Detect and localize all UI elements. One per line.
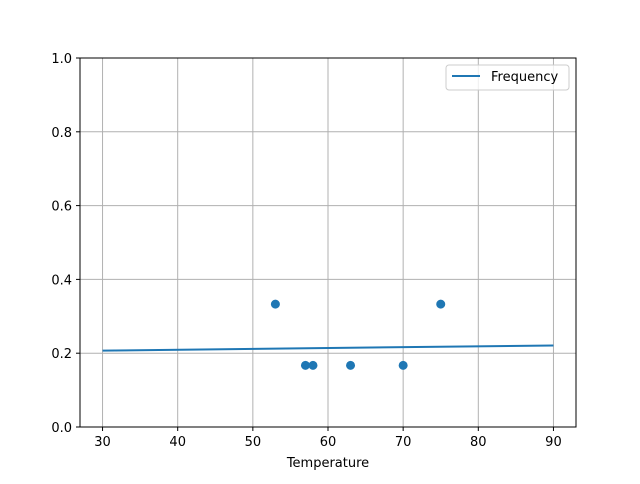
ticks: 30 40 50 60 70 80 90 0.0 0.2 0.4 0.6 0.8 1.0 (51, 52, 561, 450)
x-tick-label: 50 (245, 435, 262, 450)
x-tick-label: 80 (470, 435, 487, 450)
plot-marks (102, 299, 554, 370)
x-tick-label: 40 (169, 435, 186, 450)
legend-box (445, 64, 570, 91)
x-tick-label: 90 (545, 435, 562, 450)
series-line-frequency (102, 344, 554, 352)
legend-label: Frequency (491, 70, 558, 85)
y-tick-label: 0.2 (51, 347, 72, 362)
x-tick-label: 70 (395, 435, 412, 450)
y-tick-label: 0.8 (51, 126, 72, 141)
y-tick-label: 1.0 (51, 52, 72, 67)
x-tick-label: 60 (320, 435, 337, 450)
scatter-point (398, 360, 408, 370)
x-tick-label: 30 (94, 435, 111, 450)
y-tick-label: 0.6 (51, 200, 72, 215)
legend: Frequency (445, 64, 570, 91)
scatter-point (346, 360, 356, 370)
scatter-point (300, 360, 310, 370)
scatter-point (308, 360, 318, 370)
x-axis-label: Temperature (286, 456, 369, 471)
y-tick-label: 0.0 (51, 421, 72, 436)
scatter-point (270, 299, 280, 309)
y-tick-label: 0.4 (51, 273, 72, 288)
grid (80, 57, 576, 428)
scatter-point (436, 299, 446, 309)
